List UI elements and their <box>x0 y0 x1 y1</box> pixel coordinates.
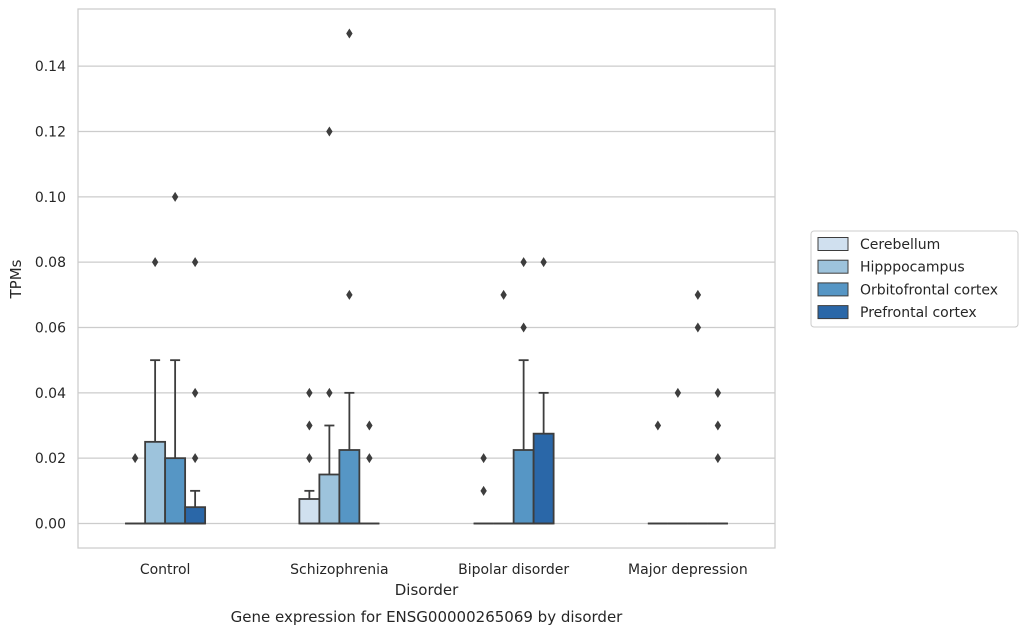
legend-label: Orbitofrontal cortex <box>860 282 998 298</box>
legend-swatch <box>817 237 849 251</box>
legend-label: Cerebellum <box>860 237 940 253</box>
gridlines <box>78 65 775 525</box>
box-body <box>184 506 207 525</box>
box-3-3 <box>707 387 728 525</box>
legend-label: Prefrontal cortex <box>860 305 977 321</box>
box-body <box>338 449 361 525</box>
box-0-0 <box>125 453 146 525</box>
y-tick-label: 0.10 <box>35 190 66 206</box>
legend-swatch <box>817 259 849 274</box>
y-axis-label: TPMs <box>7 259 25 299</box>
plot-frame <box>77 8 776 549</box>
x-tick-label: Control <box>140 562 191 578</box>
outlier-point <box>480 485 487 496</box>
y-tick-label: 0.02 <box>35 451 66 467</box>
box-2-3 <box>532 257 555 525</box>
outlier-point <box>306 453 313 464</box>
outlier-point <box>306 387 313 398</box>
outlier-point <box>191 387 199 398</box>
box-0-1 <box>144 257 167 525</box>
legend-frame <box>810 230 1019 328</box>
box-3-2 <box>687 289 708 525</box>
y-tick-label: 0.14 <box>35 59 66 75</box>
y-tick-label: 0.12 <box>35 125 66 141</box>
box-body <box>144 440 167 525</box>
outlier-point <box>520 322 527 333</box>
box-plots <box>125 28 728 525</box>
outlier-point <box>654 420 662 431</box>
x-axis-label: Disorder <box>395 581 459 599</box>
legend-swatch <box>817 305 849 320</box>
box-body <box>318 473 341 525</box>
y-tick-label: 0.06 <box>35 321 66 337</box>
outlier-point <box>171 191 179 202</box>
outlier-point <box>346 289 353 300</box>
outlier-point <box>151 257 159 268</box>
box-2-0 <box>473 453 494 525</box>
y-tick-labels: 0.00 0.02 0.04 0.06 0.08 0.10 0.12 0.14 <box>35 59 66 532</box>
box-body <box>298 498 321 525</box>
box-3-0 <box>647 420 668 525</box>
box-0-3 <box>184 257 207 525</box>
chart-title: Gene expression for ENSG00000265069 by d… <box>231 608 624 626</box>
outlier-point <box>500 289 507 300</box>
x-tick-label: Bipolar disorder <box>458 562 569 578</box>
box-2-2 <box>512 257 535 525</box>
outlier-point <box>366 453 373 464</box>
x-tick-labels: Control Schizophrenia Bipolar disorder Majo… <box>140 562 748 578</box>
y-tick-label: 0.04 <box>35 386 66 402</box>
outlier-point <box>131 453 139 464</box>
y-tick-label: 0.00 <box>35 517 66 533</box>
box-body <box>532 432 555 525</box>
box-1-3 <box>359 420 380 525</box>
outlier-point <box>191 257 199 268</box>
outlier-point <box>346 28 353 39</box>
box-0-2 <box>164 191 187 525</box>
outlier-point <box>366 420 373 431</box>
box-3-1 <box>667 387 688 525</box>
box-1-0 <box>298 387 321 525</box>
outlier-point <box>714 387 722 398</box>
box-body <box>512 449 535 525</box>
legend-label: Hipppocampus <box>860 260 965 276</box>
box-1-2 <box>338 28 361 525</box>
outlier-point <box>674 387 682 398</box>
outlier-point <box>694 289 702 300</box>
box-2-1 <box>493 289 514 525</box>
outlier-point <box>714 453 722 464</box>
outlier-point <box>520 257 527 268</box>
x-tick-label: Major depression <box>628 562 748 578</box>
outlier-point <box>694 322 702 333</box>
box-body <box>164 457 187 525</box>
outlier-point <box>306 420 313 431</box>
outlier-point <box>191 453 199 464</box>
outlier-point <box>480 453 487 464</box>
x-tick-label: Schizophrenia <box>290 562 388 578</box>
outlier-point <box>540 257 547 268</box>
box-1-1 <box>318 126 341 525</box>
legend: Cerebellum Hipppocampus Orbitofrontal cort… <box>810 230 1019 328</box>
legend-swatch <box>817 282 849 297</box>
outlier-point <box>326 387 333 398</box>
outlier-point <box>326 126 333 137</box>
outlier-point <box>714 420 722 431</box>
y-tick-label: 0.08 <box>35 255 66 271</box>
